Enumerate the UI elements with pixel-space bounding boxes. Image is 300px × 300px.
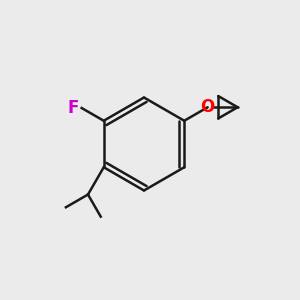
Text: O: O: [200, 98, 215, 116]
Text: F: F: [67, 99, 79, 117]
